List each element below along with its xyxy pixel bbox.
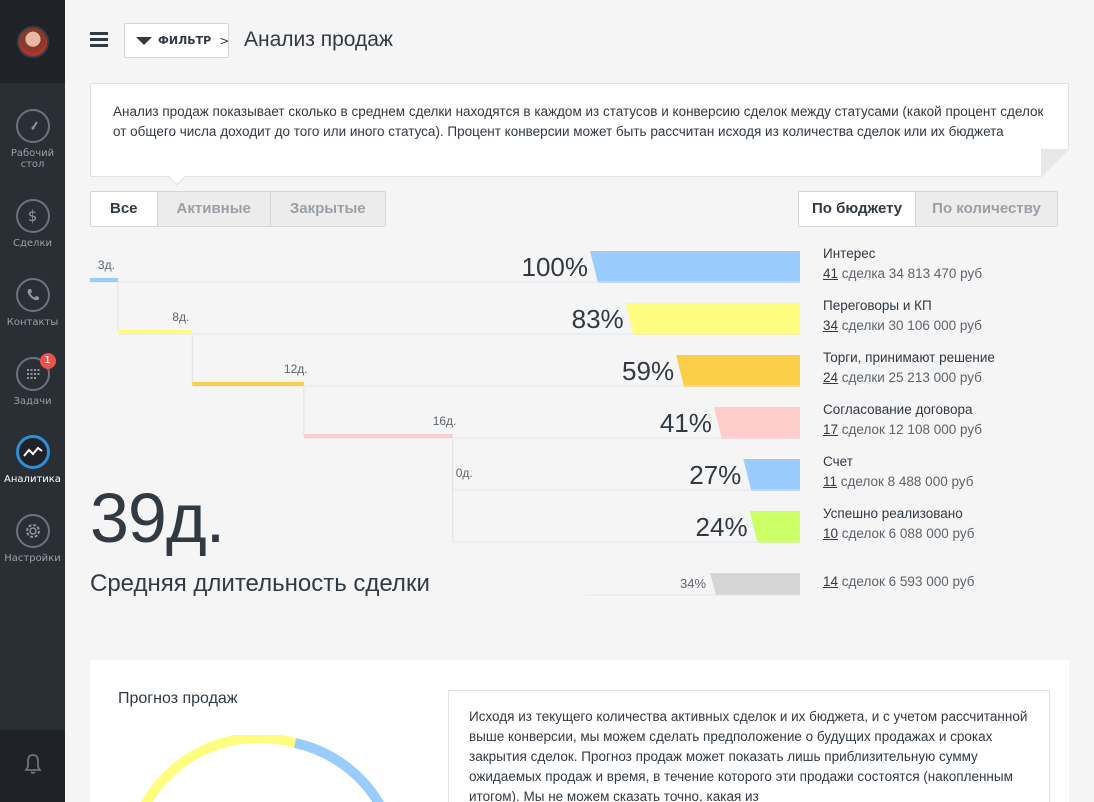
stage-deals: 17 сделок 12 108 000 руб: [823, 422, 982, 437]
stage-percent: 27%: [689, 460, 742, 490]
avatar[interactable]: [16, 25, 49, 58]
forecast-panel: Прогноз продаж Исходя из текущего количе…: [90, 660, 1069, 802]
analytics-icon: [15, 435, 50, 469]
funnel-bar: [590, 251, 800, 283]
nav-item-contacts[interactable]: Контакты: [0, 278, 65, 328]
forecast-ring-arc-blue: [293, 738, 385, 802]
stage-duration-label: 12д.: [283, 362, 308, 376]
bell-icon[interactable]: [23, 753, 42, 779]
forecast-ring-chart: [140, 735, 385, 802]
stage-duration-label: 0д.: [455, 466, 473, 480]
tasks-badge: 1: [39, 353, 56, 369]
forecast-text: Исходя из текущего количества активных с…: [469, 709, 1028, 802]
nav-item-settings[interactable]: Настройки: [0, 514, 65, 564]
tab-by-budget[interactable]: По бюджету: [799, 192, 916, 226]
filter-button[interactable]: ФИЛЬТР >: [124, 23, 229, 58]
forecast-ring-arc-yellow: [140, 735, 297, 802]
stage-deals: 24 сделки 25 213 000 руб: [823, 370, 982, 385]
forecast-pointer: [449, 708, 457, 726]
lost-percent: 34%: [680, 576, 707, 591]
funnel-bar: [743, 459, 800, 491]
info-box: Анализ продаж показывает сколько в средн…: [90, 83, 1069, 186]
nav-item-dashboard[interactable]: Рабочий стол: [0, 109, 65, 170]
stage-name: Интерес: [823, 246, 876, 261]
left-nav: Рабочий стол $ Сделки Контакты 1 Задачи …: [0, 0, 65, 802]
lost-deals: 14 сделок 6 593 000 руб: [823, 574, 975, 589]
nav-label-tasks: Задачи: [13, 396, 52, 407]
funnel-bar: [713, 407, 800, 439]
stage-duration-label: 8д.: [172, 310, 190, 324]
stage-name: Торги, принимают решение: [823, 350, 995, 365]
funnel-bar: [749, 511, 800, 543]
calendar-icon: 1: [15, 353, 56, 391]
avg-duration-value: 39д.: [90, 479, 225, 557]
stage-deals-count-link[interactable]: 24: [823, 370, 839, 385]
stage-percent: 100%: [521, 252, 589, 282]
nav-label-settings: Настройки: [4, 553, 61, 564]
stage-percent: 59%: [622, 356, 675, 386]
forecast-title: Прогноз продаж: [118, 690, 238, 707]
stage-deals: 41 сделка 34 813 470 руб: [823, 266, 983, 281]
stage-deals-count-link[interactable]: 41: [823, 266, 839, 281]
phone-icon: [15, 278, 50, 312]
avg-duration-label: Средняя длительность сделки: [90, 570, 430, 597]
stage-name: Успешно реализовано: [823, 506, 963, 521]
tab-by-count[interactable]: По количеству: [915, 192, 1057, 226]
mode-tabs: По бюджету По количеству: [798, 191, 1058, 227]
stage-name: Согласование договора: [823, 402, 973, 417]
menu-icon[interactable]: [90, 32, 108, 48]
funnel-bar: [676, 355, 800, 387]
nav-item-analytics[interactable]: Аналитика: [0, 435, 65, 485]
stage-deals: 34 сделки 30 106 000 руб: [823, 318, 982, 333]
stage-deals: 11 сделок 8 488 000 руб: [823, 474, 974, 489]
filter-label: ФИЛЬТР: [158, 34, 212, 47]
notifications-area: [0, 730, 65, 802]
lost-deals-count-link[interactable]: 14: [823, 574, 839, 589]
nav-item-deals[interactable]: $ Сделки: [0, 199, 65, 249]
stage-deals-count-link[interactable]: 34: [823, 318, 839, 333]
filter-icon: [136, 36, 152, 45]
nav-label-analytics: Аналитика: [4, 474, 61, 485]
forecast-text-box: Исходя из текущего количества активных с…: [448, 690, 1050, 802]
nav-user-area: [0, 0, 65, 83]
funnel-bar: [625, 303, 800, 335]
tab-all[interactable]: Все: [91, 192, 157, 226]
stage-deals-count-link[interactable]: 11: [823, 474, 838, 489]
duration-step: [117, 330, 193, 334]
nav-label-contacts: Контакты: [6, 317, 59, 328]
info-text: Анализ продаж показывает сколько в средн…: [113, 104, 1044, 139]
stage-duration-label: 16д.: [432, 414, 457, 428]
nav-item-tasks[interactable]: 1 Задачи: [0, 353, 65, 407]
stage-duration-label: 3д.: [97, 258, 115, 272]
page-title: Анализ продаж: [244, 28, 393, 51]
dollar-icon: $: [15, 199, 50, 233]
duration-step: [90, 278, 118, 282]
stage-percent: 24%: [695, 512, 748, 542]
duration-step: [192, 382, 304, 386]
stage-deals-count-link[interactable]: 10: [823, 526, 839, 541]
gear-icon: [15, 514, 50, 548]
chevron-right-icon: >: [219, 33, 230, 48]
tab-closed[interactable]: Закрытые: [269, 192, 385, 226]
stage-deals: 10 сделок 6 088 000 руб: [823, 526, 975, 541]
info-close-corner[interactable]: [1041, 149, 1069, 177]
stage-name: Счет: [823, 454, 853, 469]
info-pointer: [168, 168, 186, 186]
duration-step: [303, 434, 453, 438]
stage-percent: 41%: [659, 408, 712, 438]
tab-active[interactable]: Активные: [156, 192, 270, 226]
stage-deals-count-link[interactable]: 17: [823, 422, 839, 437]
status-tabs: Все Активные Закрытые: [90, 191, 386, 227]
nav-label-dashboard: Рабочий стол: [10, 148, 55, 170]
dashboard-icon: [15, 109, 50, 143]
lost-bar: [710, 573, 800, 595]
stage-percent: 83%: [571, 304, 624, 334]
stage-name: Переговоры и КП: [823, 298, 932, 313]
nav-label-deals: Сделки: [13, 238, 52, 249]
